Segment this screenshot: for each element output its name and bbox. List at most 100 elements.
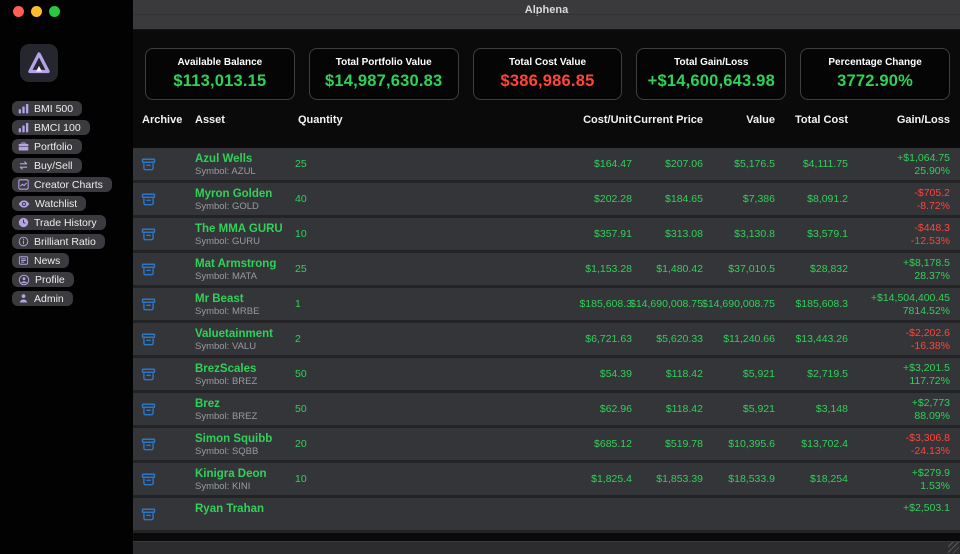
gain-percent: 117.72%: [909, 375, 950, 387]
asset-name-link[interactable]: Ryan Trahan: [195, 503, 265, 515]
asset-cell: Kinigra Deon Symbol: KINI: [195, 468, 267, 492]
archive-icon: [141, 298, 156, 316]
titlebar[interactable]: Alphena: [133, 0, 960, 30]
gain-amount: -$2,202.6: [905, 327, 950, 339]
archive-icon: [141, 333, 156, 351]
header-archive: Archive: [142, 114, 183, 126]
sidebar-item-label: Watchlist: [35, 197, 78, 210]
asset-cell: Valuetainment Symbol: VALU: [195, 328, 273, 352]
bottom-bar: [133, 541, 960, 554]
gain-percent: -24.13%: [910, 445, 950, 457]
archive-button[interactable]: [141, 157, 157, 173]
archive-button[interactable]: [141, 297, 157, 313]
table-row: BrezScales Symbol: BREZ 50 $54.39 $118.4…: [133, 358, 960, 393]
content-area: Available Balance $113,013.15 Total Port…: [133, 30, 960, 554]
current-price-cell: $1,853.39: [656, 473, 703, 485]
gain-loss-cell: +$279.9 1.53%: [912, 467, 950, 493]
current-price-cell: $207.06: [665, 158, 703, 170]
archive-button[interactable]: [141, 332, 157, 348]
asset-name-link[interactable]: Mr Beast: [195, 293, 244, 305]
archive-button[interactable]: [141, 402, 157, 418]
sidebar-item-news[interactable]: News: [12, 253, 70, 268]
archive-button[interactable]: [141, 507, 157, 523]
table-row: Myron Golden Symbol: GOLD 40 $202.28 $18…: [133, 183, 960, 218]
table-row: Brez Symbol: BREZ 50 $62.96 $118.42 $5,9…: [133, 393, 960, 428]
sidebar-item-brilliant-ratio[interactable]: Brilliant Ratio: [12, 234, 105, 249]
sidebar-item-buy-sell[interactable]: Buy/Sell: [12, 158, 82, 173]
table-row: The MMA GURU Symbol: GURU 10 $357.91 $31…: [133, 218, 960, 253]
nav-icon: [18, 274, 30, 286]
minimize-button[interactable]: [31, 6, 42, 17]
current-price-cell: $118.42: [665, 403, 703, 415]
sidebar-item-admin[interactable]: Admin: [12, 291, 73, 306]
cost-unit-cell: $357.91: [594, 228, 632, 240]
asset-name-link[interactable]: Brez: [195, 398, 220, 410]
table-row: Kinigra Deon Symbol: KINI 10 $1,825.4 $1…: [133, 463, 960, 498]
cost-unit-cell: $1,825.4: [591, 473, 632, 485]
alphena-logo-icon: [20, 44, 58, 82]
resize-grip-icon[interactable]: [948, 542, 959, 553]
archive-icon: [141, 473, 156, 491]
sidebar-item-portfolio[interactable]: Portfolio: [12, 139, 82, 154]
close-button[interactable]: [13, 6, 24, 17]
gain-loss-cell: -$3,306.8 -24.13%: [906, 432, 950, 458]
window-controls: [13, 6, 60, 17]
nav-icon: [18, 255, 29, 266]
stat-card-label: Percentage Change: [828, 57, 922, 68]
gain-loss-cell: +$1,064.75 25.90%: [897, 152, 950, 178]
archive-icon: [141, 438, 156, 456]
header-value: Value: [746, 114, 775, 126]
asset-name-link[interactable]: Azul Wells: [195, 153, 253, 165]
asset-name-link[interactable]: Kinigra Deon: [195, 468, 267, 480]
stat-cards: Available Balance $113,013.15 Total Port…: [145, 48, 950, 100]
gain-loss-cell: +$3,201.5 117.72%: [903, 362, 950, 388]
asset-name-link[interactable]: Mat Armstrong: [195, 258, 277, 270]
stat-card-label: Total Portfolio Value: [335, 57, 432, 68]
sidebar-item-bmi-500[interactable]: BMI 500: [12, 101, 83, 116]
asset-cell: BrezScales Symbol: BREZ: [195, 363, 257, 387]
asset-cell: The MMA GURU Symbol: GURU: [195, 223, 283, 247]
asset-name-link[interactable]: BrezScales: [195, 363, 257, 375]
gain-loss-cell: +$8,178.5 28.37%: [903, 257, 950, 283]
quantity-cell: 25: [295, 263, 307, 275]
gain-amount: +$1,064.75: [897, 152, 950, 164]
sidebar-item-bmci-100[interactable]: BMCI 100: [12, 120, 90, 135]
sidebar-item-watchlist[interactable]: Watchlist: [12, 196, 87, 211]
gain-amount: -$3,306.8: [905, 432, 950, 444]
asset-name-link[interactable]: Myron Golden: [195, 188, 273, 200]
sidebar-item-profile[interactable]: Profile: [12, 272, 74, 287]
sidebar-item-trade-history[interactable]: Trade History: [12, 215, 106, 230]
archive-button[interactable]: [141, 227, 157, 243]
archive-button[interactable]: [141, 472, 157, 488]
current-price-cell: $519.78: [665, 438, 703, 450]
asset-cell: Brez Symbol: BREZ: [195, 398, 257, 422]
zoom-button[interactable]: [49, 6, 60, 17]
asset-name-link[interactable]: Valuetainment: [195, 328, 273, 340]
nav-icon: [18, 198, 30, 210]
cost-unit-cell: $202.28: [594, 193, 632, 205]
gain-percent: -12.53%: [910, 235, 950, 247]
sidebar-item-label: News: [34, 254, 61, 267]
archive-button[interactable]: [141, 437, 157, 453]
quantity-cell: 20: [295, 438, 307, 450]
value-cell: $5,176.5: [734, 158, 775, 170]
value-cell: $37,010.5: [728, 263, 775, 275]
gain-percent: 28.37%: [914, 270, 950, 282]
archive-button[interactable]: [141, 367, 157, 383]
value-cell: $18,533.9: [728, 473, 775, 485]
archive-icon: [141, 158, 156, 176]
archive-button[interactable]: [141, 262, 157, 278]
gain-percent: 1.53%: [920, 480, 950, 492]
value-cell: $5,921: [742, 403, 775, 415]
archive-button[interactable]: [141, 192, 157, 208]
archive-icon: [141, 228, 156, 246]
asset-name-link[interactable]: The MMA GURU: [195, 223, 283, 235]
sidebar-item-creator-charts[interactable]: Creator Charts: [12, 177, 112, 192]
gain-loss-cell: +$14,504,400.45 7814.52%: [871, 292, 950, 318]
stat-card: Percentage Change 3772.90%: [800, 48, 950, 100]
nav-icon: [18, 293, 29, 304]
sidebar-item-label: BMI 500: [34, 102, 74, 115]
value-cell: $10,395.6: [728, 438, 775, 450]
asset-name-link[interactable]: Simon Squibb: [195, 433, 273, 445]
